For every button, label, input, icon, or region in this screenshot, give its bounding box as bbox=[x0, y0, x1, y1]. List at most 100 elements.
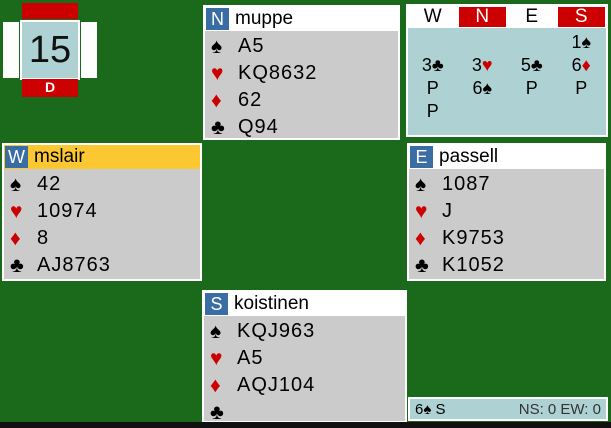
hand-panel-south: S koistinen ♠ KQJ963 ♥ A5 ♦ AQJ104 ♣ bbox=[202, 290, 407, 426]
cards-text: 42 bbox=[37, 173, 62, 195]
suit-row[interactable]: ♣ bbox=[210, 399, 405, 426]
cards-text: 8 bbox=[37, 227, 50, 249]
hand-panel-north: N muppe ♠ A5 ♥ KQ8632 ♦ 62 ♣ Q94 bbox=[203, 5, 400, 140]
bid-cell bbox=[557, 100, 607, 123]
hand-cards-north: ♠ A5 ♥ KQ8632 ♦ 62 ♣ Q94 bbox=[205, 31, 398, 141]
cards-text: 1087 bbox=[442, 173, 491, 195]
cards-text: 10974 bbox=[37, 200, 98, 222]
suit-row[interactable]: ♥ 10974 bbox=[10, 198, 200, 225]
auction-column-north: N bbox=[458, 6, 506, 27]
spade-suit-icon: ♠ bbox=[482, 78, 493, 98]
diamond-suit-icon: ♦ bbox=[581, 55, 591, 75]
suit-row[interactable]: ♣ Q94 bbox=[211, 114, 398, 141]
hand-cards-south: ♠ KQJ963 ♥ A5 ♦ AQJ104 ♣ bbox=[204, 316, 405, 426]
cards-text: J bbox=[442, 200, 453, 222]
diamond-suit-icon: ♦ bbox=[10, 226, 21, 250]
heart-suit-icon: ♥ bbox=[211, 61, 224, 85]
cards-text: KQ8632 bbox=[238, 62, 318, 84]
spade-suit-icon: ♠ bbox=[581, 32, 592, 52]
hand-panel-west: W mslair ♠ 42 ♥ 10974 ♦ 8 ♣ AJ8763 bbox=[2, 143, 202, 281]
suit-row[interactable]: ♣ K1052 bbox=[415, 252, 604, 279]
bid-cell: 1♠ bbox=[571, 32, 592, 52]
bid-cell: P bbox=[525, 78, 538, 98]
bid-cell: P bbox=[575, 78, 588, 98]
hand-header-west: W mslair bbox=[4, 145, 200, 169]
bid-cell bbox=[458, 31, 508, 54]
hand-header-east: E passell bbox=[409, 145, 604, 169]
suit-row[interactable]: ♠ KQJ963 bbox=[210, 318, 405, 345]
bid-cell bbox=[507, 31, 557, 54]
window-bottom-edge bbox=[0, 422, 611, 428]
diamond-suit-icon: ♦ bbox=[211, 88, 222, 112]
suit-row[interactable]: ♠ 42 bbox=[10, 171, 200, 198]
seat-badge-south: S bbox=[205, 293, 228, 315]
cards-text: AQJ104 bbox=[237, 374, 316, 396]
vulnerability-bar-north bbox=[22, 3, 78, 19]
bid-cell: 5♣ bbox=[520, 55, 543, 75]
suit-row[interactable]: ♠ A5 bbox=[211, 33, 398, 60]
heart-suit-icon: ♥ bbox=[481, 55, 493, 75]
suit-row[interactable]: ♦ K9753 bbox=[415, 225, 604, 252]
auction-column-south: S bbox=[557, 6, 605, 27]
suit-row[interactable]: ♦ AQJ104 bbox=[210, 372, 405, 399]
auction-column-west: W bbox=[423, 6, 442, 27]
spade-suit-icon: ♠ bbox=[211, 34, 223, 58]
auction-row: P bbox=[408, 100, 606, 123]
suit-row[interactable]: ♦ 62 bbox=[211, 87, 398, 114]
seat-badge-east: E bbox=[410, 146, 433, 168]
heart-suit-icon: ♥ bbox=[10, 199, 23, 223]
auction-header: W N E S bbox=[408, 6, 606, 28]
hand-header-north: N muppe bbox=[205, 7, 398, 31]
vulnerability-bar-east bbox=[81, 22, 97, 78]
cards-text: K1052 bbox=[442, 254, 505, 276]
suit-row[interactable]: ♥ A5 bbox=[210, 345, 405, 372]
auction-row: P 6♠ P P bbox=[408, 77, 606, 100]
score-label: NS: 0 EW: 0 bbox=[518, 400, 601, 418]
bid-cell bbox=[408, 31, 458, 54]
player-name-north: muppe bbox=[235, 8, 294, 29]
cards-text: A5 bbox=[238, 35, 265, 57]
player-name-south: koistinen bbox=[234, 293, 309, 314]
status-bar: 6♠ S NS: 0 EW: 0 bbox=[408, 397, 608, 421]
spade-suit-icon: ♠ bbox=[415, 172, 427, 196]
dealer-marker: D bbox=[44, 79, 56, 95]
bid-cell: P bbox=[426, 78, 439, 98]
cards-text: A5 bbox=[237, 347, 264, 369]
suit-row[interactable]: ♣ AJ8763 bbox=[10, 252, 200, 279]
cards-text: 62 bbox=[238, 89, 263, 111]
auction-column-east: E bbox=[525, 6, 539, 27]
suit-row[interactable]: ♠ 1087 bbox=[415, 171, 604, 198]
auction-panel: W N E S 1♠ 3♣ 3♥ 5♣ 6♦ P 6♠ P P P bbox=[406, 4, 608, 137]
cards-text: KQJ963 bbox=[237, 320, 316, 342]
diamond-suit-icon: ♦ bbox=[210, 373, 221, 397]
bid-cell bbox=[507, 100, 557, 123]
board-number: 15 bbox=[20, 20, 80, 80]
bid-cell bbox=[458, 100, 508, 123]
contract-label: 6♠ S bbox=[415, 400, 446, 418]
bid-cell: 6♠ bbox=[472, 78, 493, 98]
player-name-west: mslair bbox=[34, 146, 85, 167]
board-card: 15 D bbox=[3, 3, 97, 97]
cards-text: AJ8763 bbox=[37, 254, 111, 276]
auction-row: 1♠ bbox=[408, 31, 606, 54]
club-suit-icon: ♣ bbox=[415, 253, 429, 277]
bid-cell: 6♦ bbox=[571, 55, 591, 75]
heart-suit-icon: ♥ bbox=[210, 346, 223, 370]
club-suit-icon: ♣ bbox=[10, 253, 24, 277]
vulnerability-bar-south: D bbox=[22, 79, 78, 97]
club-suit-icon: ♣ bbox=[210, 400, 224, 424]
suit-row[interactable]: ♥ J bbox=[415, 198, 604, 225]
hand-cards-west: ♠ 42 ♥ 10974 ♦ 8 ♣ AJ8763 bbox=[4, 169, 200, 279]
bid-cell: 3♥ bbox=[471, 55, 493, 75]
cards-text: K9753 bbox=[442, 227, 505, 249]
suit-row[interactable]: ♥ KQ8632 bbox=[211, 60, 398, 87]
bid-cell: 3♣ bbox=[421, 55, 444, 75]
hand-cards-east: ♠ 1087 ♥ J ♦ K9753 ♣ K1052 bbox=[409, 169, 604, 279]
suit-row[interactable]: ♦ 8 bbox=[10, 225, 200, 252]
club-suit-icon: ♣ bbox=[431, 55, 444, 75]
spade-suit-icon: ♠ bbox=[423, 400, 432, 418]
spade-suit-icon: ♠ bbox=[10, 172, 22, 196]
hand-panel-east: E passell ♠ 1087 ♥ J ♦ K9753 ♣ K1052 bbox=[407, 143, 606, 281]
cards-text: Q94 bbox=[238, 116, 279, 138]
